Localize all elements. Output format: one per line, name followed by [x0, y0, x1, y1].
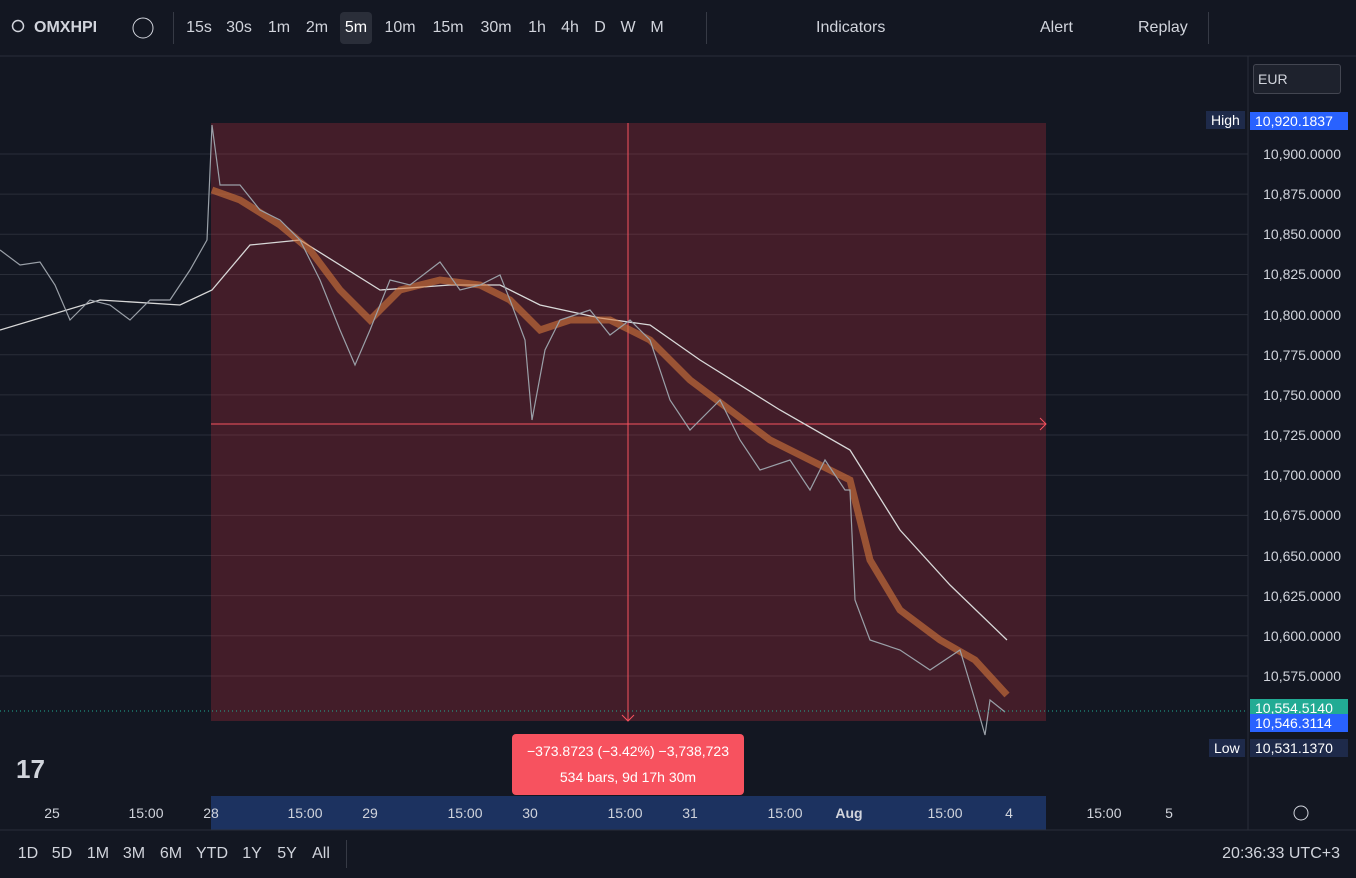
range-button[interactable]: 5Y	[277, 845, 297, 862]
high-label: High	[1206, 111, 1245, 129]
price-label: 10,675.0000	[1263, 507, 1341, 524]
separator	[346, 840, 347, 868]
time-label: 25	[44, 805, 60, 821]
price-label: 10,575.0000	[1263, 667, 1341, 684]
search-icon[interactable]	[11, 19, 25, 33]
measure-arrow	[621, 714, 635, 722]
interval-button[interactable]: 30m	[480, 19, 512, 36]
symbol[interactable]: OMXHPI	[34, 19, 98, 36]
time-label: 4	[1005, 805, 1013, 821]
indicators-button[interactable]: Indicators	[816, 19, 886, 36]
interval-button[interactable]: 15m	[432, 19, 464, 36]
interval-button[interactable]: W	[620, 19, 636, 36]
time-label: 15:00	[287, 805, 323, 821]
price-label: 10,725.0000	[1263, 427, 1341, 444]
time-label: 15:00	[927, 805, 963, 821]
interval-button[interactable]: 10m	[384, 19, 416, 36]
range-button[interactable]: 5D	[51, 845, 73, 862]
price-label: 10,600.0000	[1263, 627, 1341, 644]
interval-button[interactable]: 30s	[226, 19, 252, 36]
time-label: Aug	[835, 805, 863, 821]
range-button[interactable]: 1D	[17, 845, 39, 862]
time-label: 15:00	[607, 805, 643, 821]
range-button[interactable]: 1Y	[242, 845, 262, 862]
time-label: 15:00	[447, 805, 483, 821]
add-symbol-icon[interactable]	[132, 17, 154, 39]
time-label: 28	[203, 805, 219, 821]
low-value: 10,531.1370	[1250, 739, 1348, 757]
separator	[706, 12, 707, 44]
currency-select[interactable]: EUR	[1253, 64, 1341, 94]
price-label: 10,750.0000	[1263, 386, 1341, 403]
time-label: 31	[682, 805, 698, 821]
measure-label-box	[512, 734, 744, 795]
price-label: 10,875.0000	[1263, 186, 1341, 203]
moving-average	[0, 239, 1008, 641]
range-button[interactable]: All	[312, 845, 330, 862]
measure-arrow	[1039, 417, 1047, 431]
interval-button[interactable]: 1h	[528, 19, 546, 36]
ribbon	[210, 186, 1010, 698]
price-label: 10,625.0000	[1263, 587, 1341, 604]
interval-button[interactable]: 5m	[340, 12, 372, 44]
interval-button[interactable]: D	[594, 19, 606, 36]
last-price: 10,554.5140	[1250, 699, 1348, 717]
settings-icon[interactable]	[1293, 805, 1309, 821]
high-value: 10,920.1837	[1250, 112, 1348, 130]
interval-button[interactable]: M	[650, 19, 664, 36]
price-label: 10,650.0000	[1263, 547, 1341, 564]
clock: 20:36:33 UTC+3	[1222, 845, 1340, 862]
separator	[173, 12, 174, 44]
plot-area	[0, 56, 1248, 796]
time-label: 15:00	[767, 805, 803, 821]
price-label: 10,800.0000	[1263, 306, 1341, 323]
range-button[interactable]: 1M	[86, 845, 110, 862]
time-label: 5	[1165, 805, 1173, 821]
measure-line1: −373.8723 (−3.42%) −3,738,723	[526, 743, 729, 759]
time-label: 30	[522, 805, 538, 821]
logo: 17	[16, 754, 45, 784]
time-label: 15:00	[1086, 805, 1122, 821]
price-line	[0, 124, 1006, 736]
interval-button[interactable]: 4h	[561, 19, 579, 36]
range-button[interactable]: 3M	[122, 845, 146, 862]
interval-button[interactable]: 1m	[267, 19, 291, 36]
price-label: 10,825.0000	[1263, 266, 1341, 283]
time-label: 15:00	[128, 805, 164, 821]
time-label: 29	[362, 805, 378, 821]
last-price: 10,546.3114	[1250, 714, 1348, 732]
price-label: 10,775.0000	[1263, 346, 1341, 363]
price-label: 10,850.0000	[1263, 226, 1341, 243]
low-label: Low	[1209, 739, 1245, 757]
price-label: 10,700.0000	[1263, 467, 1341, 484]
range-button[interactable]: YTD	[196, 845, 228, 862]
range-button[interactable]: 6M	[159, 845, 183, 862]
interval-button[interactable]: 2m	[305, 19, 329, 36]
price-label: 10,900.0000	[1263, 146, 1341, 162]
measure-line2: 534 bars, 9d 17h 30m	[559, 769, 697, 785]
interval-button[interactable]: 15s	[186, 19, 212, 36]
replay-button[interactable]: Replay	[1138, 19, 1188, 36]
alert-button[interactable]: Alert	[1040, 19, 1073, 36]
time-range-highlight	[211, 796, 1046, 830]
separator	[1208, 12, 1209, 44]
